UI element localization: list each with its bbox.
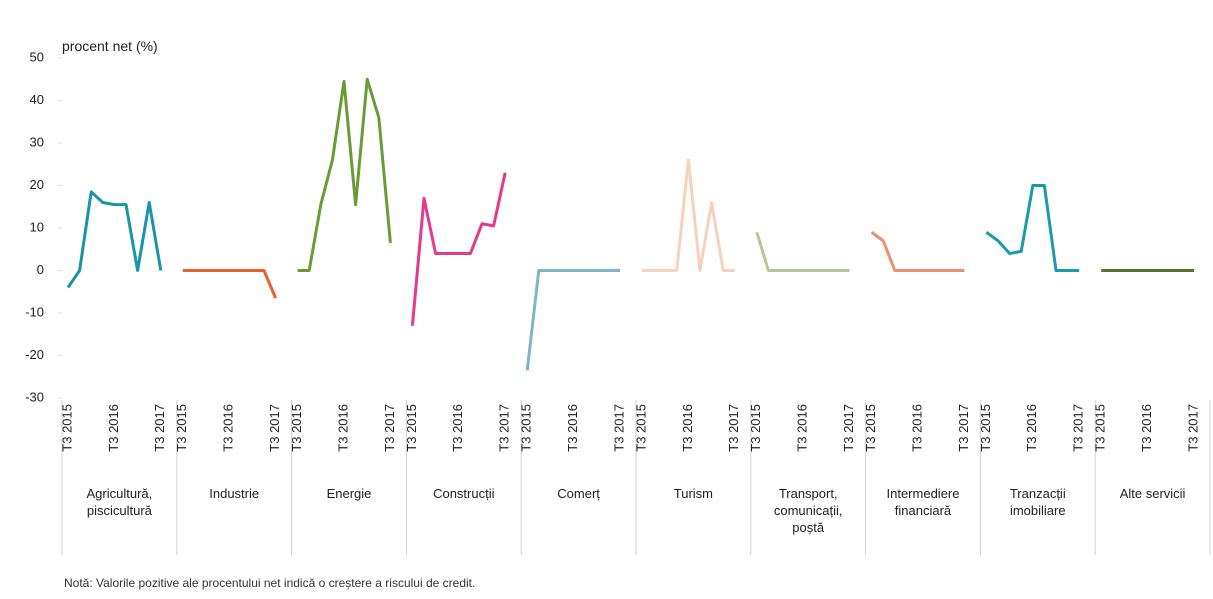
- x-tick-label: T3 2015: [978, 404, 993, 452]
- x-tick-label: T3 2016: [335, 404, 350, 452]
- y-axis-label: procent net (%): [62, 38, 158, 54]
- series-line: [182, 269, 277, 299]
- y-tick-label: -20: [25, 347, 44, 362]
- y-tick-label: 30: [30, 134, 44, 149]
- series-line: [297, 77, 392, 272]
- x-tick-label: T3 2017: [726, 404, 741, 452]
- series-line: [642, 158, 735, 272]
- x-tick-label: T3 2015: [59, 404, 74, 452]
- x-tick-label: T3 2015: [1093, 404, 1108, 452]
- category-label: Agricultură, piscicultură: [86, 486, 153, 518]
- x-tick-label: T3 2016: [1139, 404, 1154, 452]
- y-tick-label: 40: [30, 92, 44, 107]
- x-tick-label: T3 2016: [450, 404, 465, 452]
- x-tick-label: T3 2015: [863, 404, 878, 452]
- category-label: Turism: [673, 486, 714, 501]
- y-tick-label: -30: [25, 389, 44, 404]
- series-line: [525, 269, 620, 371]
- x-tick-label: T3 2015: [633, 404, 648, 452]
- category-label: Industrie: [209, 486, 260, 501]
- x-tick-label: T3 2016: [106, 404, 121, 452]
- x-tick-label: T3 2017: [841, 404, 856, 452]
- x-tick-label: T3 2016: [795, 404, 810, 452]
- x-tick-label: T3 2016: [1024, 404, 1039, 452]
- series-line: [410, 172, 507, 326]
- series-line: [66, 190, 163, 289]
- x-tick-label: T3 2015: [289, 404, 304, 452]
- y-tick-label: 20: [30, 177, 44, 192]
- category-label: Comerț: [557, 486, 600, 501]
- y-tick-label: 0: [37, 262, 44, 277]
- y-tick-label: 50: [30, 49, 44, 64]
- x-tick-label: T3 2017: [1071, 404, 1086, 452]
- x-tick-label: T3 2017: [267, 404, 282, 452]
- series-line: [985, 184, 1080, 272]
- x-tick-label: T3 2016: [680, 404, 695, 452]
- category-label: Energie: [326, 486, 372, 501]
- x-tick-label: T3 2015: [519, 404, 534, 452]
- series-line: [870, 231, 965, 272]
- category-label: Construcții: [433, 486, 495, 501]
- note: Notă: Valorile pozitive ale procentului …: [64, 576, 476, 590]
- x-tick-label: T3 2016: [565, 404, 580, 452]
- x-tick-label: T3 2016: [221, 404, 236, 452]
- x-tick-label: T3 2017: [1185, 404, 1200, 452]
- x-tick-label: T3 2017: [611, 404, 626, 452]
- category-label: Alte servicii: [1119, 486, 1186, 501]
- x-tick-label: T3 2015: [748, 404, 763, 452]
- category-label: Tranzacții imobiliare: [1009, 486, 1066, 518]
- x-tick-label: T3 2017: [956, 404, 971, 452]
- y-tick-label: -10: [25, 304, 44, 319]
- category-label: Intermediere financiară: [886, 486, 960, 518]
- y-tick-label: 10: [30, 219, 44, 234]
- x-tick-label: T3 2017: [382, 404, 397, 452]
- series-line: [755, 231, 850, 272]
- x-tick-label: T3 2016: [909, 404, 924, 452]
- category-label: Transport, comunicații, poștă: [773, 486, 843, 535]
- x-tick-label: T3 2017: [497, 404, 512, 452]
- x-tick-label: T3 2015: [174, 404, 189, 452]
- x-tick-label: T3 2015: [404, 404, 419, 452]
- x-tick-label: T3 2017: [152, 404, 167, 452]
